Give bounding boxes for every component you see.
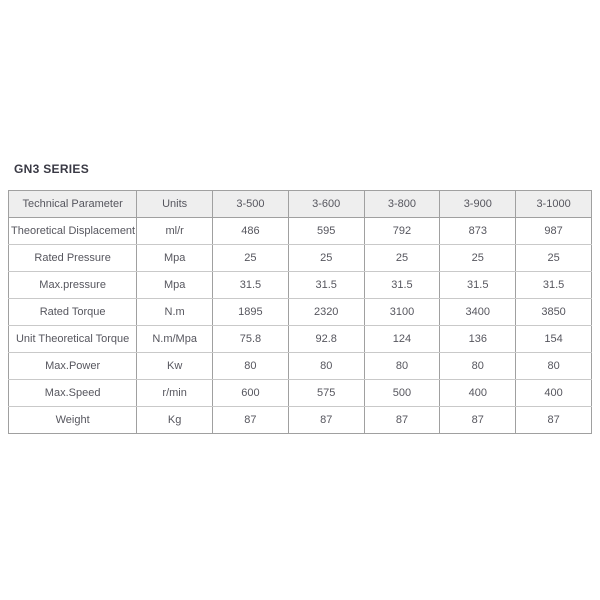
value-cell: 31.5 — [439, 271, 517, 299]
value-cell: 2320 — [287, 298, 365, 326]
value-cell: 25 — [212, 244, 289, 272]
param-cell: Rated Torque — [7, 298, 138, 326]
value-cell: 80 — [439, 352, 517, 380]
header-cell: 3-900 — [439, 190, 517, 218]
unit-cell: Kg — [136, 406, 214, 434]
param-cell: Max.pressure — [7, 271, 138, 299]
unit-cell: Mpa — [136, 244, 214, 272]
header-cell: 3-500 — [212, 190, 289, 218]
value-cell: 25 — [439, 244, 517, 272]
unit-cell: Kw — [136, 352, 214, 380]
value-cell: 87 — [363, 406, 441, 434]
value-cell: 486 — [212, 217, 289, 245]
table-row: Weight Kg 87 87 87 87 87 — [7, 406, 592, 434]
table-header-row: Technical Parameter Units 3-500 3-600 3-800 3… — [7, 190, 592, 218]
value-cell: 400 — [439, 379, 517, 407]
value-cell: 31.5 — [515, 271, 592, 299]
value-cell: 3100 — [363, 298, 441, 326]
spec-table: Technical Parameter Units 3-500 3-600 3-800 3… — [7, 190, 592, 434]
value-cell: 987 — [515, 217, 592, 245]
table-row: Rated Pressure Mpa 25 25 25 25 25 — [7, 244, 592, 272]
unit-cell: ml/r — [136, 217, 214, 245]
value-cell: 400 — [515, 379, 592, 407]
value-cell: 31.5 — [363, 271, 441, 299]
value-cell: 25 — [363, 244, 441, 272]
value-cell: 792 — [363, 217, 441, 245]
header-cell: 3-600 — [287, 190, 365, 218]
value-cell: 87 — [515, 406, 592, 434]
header-cell: Technical Parameter — [7, 190, 138, 218]
value-cell: 600 — [212, 379, 289, 407]
value-cell: 136 — [439, 325, 517, 353]
table-row: Rated Torque N.m 1895 2320 3100 3400 3850 — [7, 298, 592, 326]
value-cell: 25 — [287, 244, 365, 272]
table-row: Max.pressure Mpa 31.5 31.5 31.5 31.5 31.5 — [7, 271, 592, 299]
table-row: Unit Theoretical Torque N.m/Mpa 75.8 92.8 12… — [7, 325, 592, 353]
unit-cell: r/min — [136, 379, 214, 407]
value-cell: 500 — [363, 379, 441, 407]
value-cell: 575 — [287, 379, 365, 407]
header-cell: 3-1000 — [515, 190, 592, 218]
value-cell: 3850 — [515, 298, 592, 326]
param-cell: Max.Speed — [7, 379, 138, 407]
value-cell: 80 — [363, 352, 441, 380]
param-cell: Unit Theoretical Torque — [7, 325, 138, 353]
value-cell: 87 — [439, 406, 517, 434]
value-cell: 3400 — [439, 298, 517, 326]
value-cell: 31.5 — [212, 271, 289, 299]
table-row: Max.Power Kw 80 80 80 80 80 — [7, 352, 592, 380]
header-cell: Units — [136, 190, 214, 218]
table-row: Theoretical Displacement ml/r 486 595 792 873… — [7, 217, 592, 245]
param-cell: Weight — [7, 406, 138, 434]
value-cell: 87 — [287, 406, 365, 434]
unit-cell: N.m/Mpa — [136, 325, 214, 353]
value-cell: 92.8 — [287, 325, 365, 353]
param-cell: Theoretical Displacement — [7, 217, 138, 245]
table-row: Max.Speed r/min 600 575 500 400 400 — [7, 379, 592, 407]
value-cell: 80 — [212, 352, 289, 380]
param-cell: Max.Power — [7, 352, 138, 380]
value-cell: 154 — [515, 325, 592, 353]
value-cell: 25 — [515, 244, 592, 272]
value-cell: 1895 — [212, 298, 289, 326]
unit-cell: N.m — [136, 298, 214, 326]
page-title: GN3 SERIES — [14, 162, 90, 176]
value-cell: 80 — [287, 352, 365, 380]
value-cell: 31.5 — [287, 271, 365, 299]
value-cell: 595 — [287, 217, 365, 245]
value-cell: 80 — [515, 352, 592, 380]
value-cell: 124 — [363, 325, 441, 353]
unit-cell: Mpa — [136, 271, 214, 299]
value-cell: 75.8 — [212, 325, 289, 353]
param-cell: Rated Pressure — [7, 244, 138, 272]
value-cell: 87 — [212, 406, 289, 434]
value-cell: 873 — [439, 217, 517, 245]
header-cell: 3-800 — [363, 190, 441, 218]
